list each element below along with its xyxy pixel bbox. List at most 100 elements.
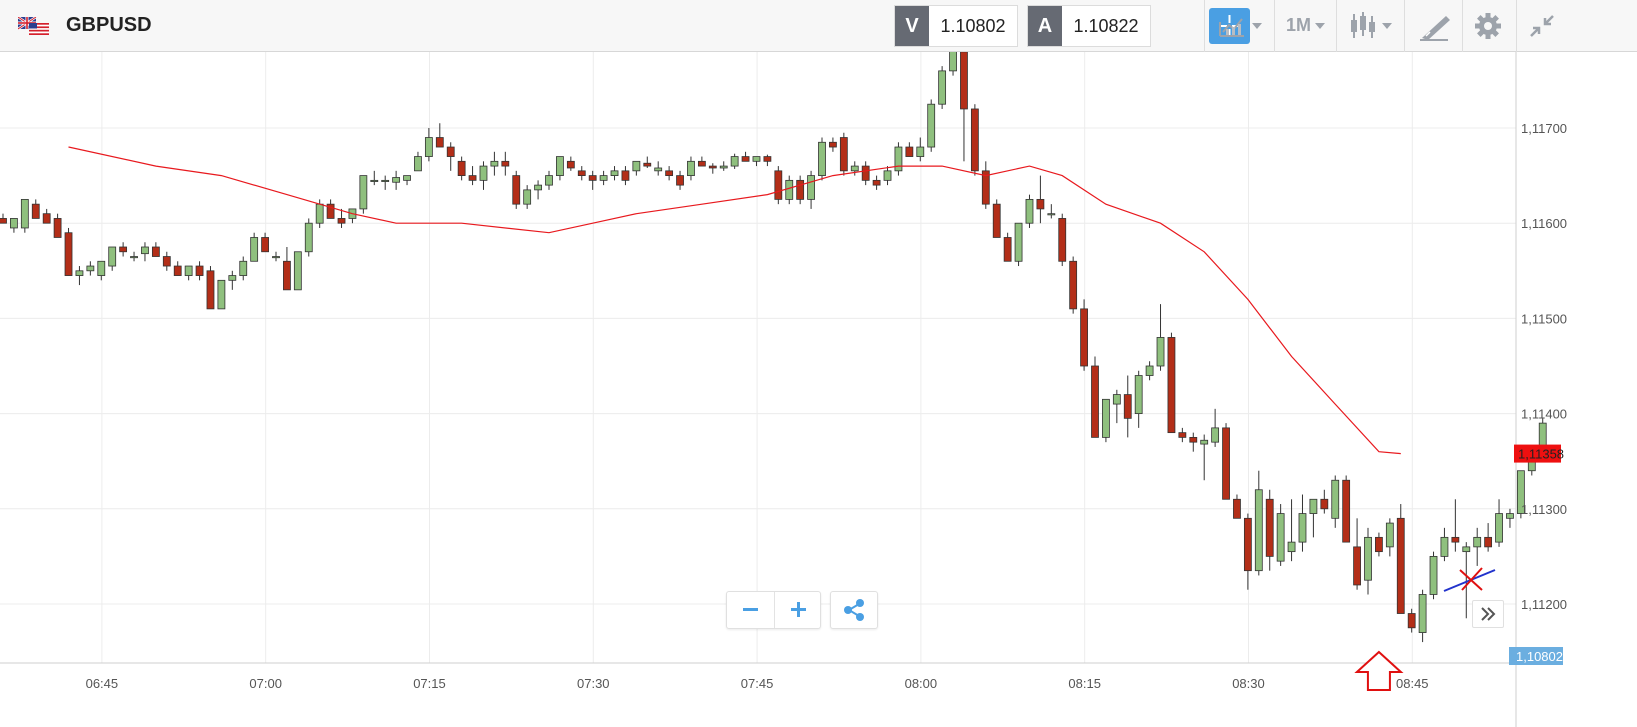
bullish-candle xyxy=(949,52,957,76)
candle-body xyxy=(960,52,968,110)
bearish-candle xyxy=(1123,375,1132,438)
candle-body xyxy=(1451,536,1460,543)
candle-body xyxy=(1014,222,1023,262)
bullish-candle xyxy=(1298,494,1307,552)
bearish-candle xyxy=(1320,489,1329,514)
candle-body xyxy=(468,175,477,181)
bearish-candle xyxy=(577,166,586,181)
candle-body xyxy=(774,170,783,200)
bullish-candle xyxy=(348,208,357,224)
bullish-candle xyxy=(883,166,892,186)
candle-body xyxy=(1407,613,1416,629)
bullish-candle xyxy=(850,161,859,176)
candle-body xyxy=(1069,260,1078,310)
candle-body xyxy=(1058,218,1067,262)
candle-body xyxy=(752,156,761,162)
candle-body xyxy=(326,203,335,219)
bearish-candle xyxy=(741,151,750,162)
bearish-candle xyxy=(796,175,805,205)
candle-body xyxy=(577,170,586,176)
bullish-candle xyxy=(1102,398,1110,443)
candle-body xyxy=(1484,536,1493,548)
up-arrow-marker xyxy=(1354,650,1404,691)
bullish-candle xyxy=(1331,475,1340,528)
candle-body xyxy=(1309,498,1318,514)
gear-icon xyxy=(1475,13,1501,39)
candle-body xyxy=(1265,498,1274,557)
candle-body xyxy=(1254,489,1263,572)
candle-body xyxy=(490,160,499,167)
candle-body xyxy=(370,179,379,182)
share-button[interactable] xyxy=(830,591,878,629)
toolbar-divider xyxy=(1462,0,1463,52)
candle-body xyxy=(261,237,269,253)
bearish-candle xyxy=(261,232,269,253)
bullish-candle xyxy=(1211,408,1220,447)
bullish-candle xyxy=(1506,508,1514,528)
collapse-button[interactable] xyxy=(1527,10,1557,42)
candle-body xyxy=(916,146,925,157)
candle-body xyxy=(97,260,106,276)
toolbar-divider xyxy=(1274,0,1275,52)
buy-quote[interactable]: A 1.10822 xyxy=(1027,5,1151,47)
bearish-candle xyxy=(1451,499,1460,552)
candle-body xyxy=(64,232,73,276)
bearish-candle xyxy=(829,137,837,152)
double-chevron-right-icon xyxy=(1481,607,1496,621)
zoom-out-button[interactable] xyxy=(727,592,774,628)
bearish-candle xyxy=(665,166,674,181)
candlestick-chart[interactable]: 1,11700 1,11600 1,11500 1,11400 1,11300 1,112… xyxy=(0,52,1637,727)
candle-body xyxy=(566,160,575,169)
bullish-candle xyxy=(534,180,542,200)
candle-body xyxy=(42,213,51,224)
bid-price-label: 1,10802 xyxy=(1516,649,1563,664)
indicators-button[interactable] xyxy=(1216,10,1268,42)
candle-body xyxy=(523,189,532,205)
bullish-candle xyxy=(479,161,488,190)
bearish-candle xyxy=(1167,332,1176,434)
candle-body xyxy=(381,179,390,182)
candle-body xyxy=(818,141,826,176)
candle-body xyxy=(949,52,957,72)
candle-body xyxy=(293,251,302,291)
bullish-candle xyxy=(818,137,826,181)
drawing-tools-button[interactable] xyxy=(1416,10,1456,42)
sell-quote[interactable]: V 1.10802 xyxy=(894,5,1018,47)
candle-body xyxy=(1462,546,1471,553)
bullish-candle xyxy=(184,265,193,281)
settings-button[interactable] xyxy=(1473,10,1503,42)
candle-body xyxy=(53,218,62,238)
bullish-candle xyxy=(424,128,433,162)
bearish-candle xyxy=(1484,523,1493,552)
candle-body xyxy=(763,156,772,162)
timeframe-select[interactable]: 1M xyxy=(1286,15,1312,35)
bullish-candle xyxy=(807,170,815,209)
bearish-candle xyxy=(1375,532,1383,557)
candle-body xyxy=(130,256,138,259)
bearish-candle xyxy=(1189,432,1198,452)
candle-body xyxy=(250,237,259,262)
toolbar-divider xyxy=(1516,0,1517,52)
bearish-candle xyxy=(64,227,73,276)
zoom-controls xyxy=(726,591,821,629)
candle-body xyxy=(1298,513,1307,543)
candle-body xyxy=(719,165,728,169)
zoom-in-button[interactable] xyxy=(775,592,822,628)
candle-body xyxy=(1375,536,1383,553)
cross-marker xyxy=(1459,567,1483,591)
candle-body xyxy=(337,218,346,224)
bearish-candle xyxy=(1222,423,1230,500)
candle-body xyxy=(86,265,95,272)
bearish-candle xyxy=(151,242,160,257)
scroll-to-latest-button[interactable] xyxy=(1472,600,1504,628)
candle-body xyxy=(414,156,422,172)
candle-body xyxy=(392,177,401,183)
candle-type-button[interactable] xyxy=(1346,10,1402,42)
bearish-candle xyxy=(1036,175,1045,224)
x-tick-label: 08:45 xyxy=(1396,676,1429,691)
chart-toolbar: GBPUSD V 1.10802 A 1.10822 1M xyxy=(0,0,1637,52)
y-tick-label: 1,11300 xyxy=(1521,502,1567,517)
bullish-candle xyxy=(632,160,641,176)
bearish-candle xyxy=(992,199,1001,238)
candle-body xyxy=(501,160,510,167)
